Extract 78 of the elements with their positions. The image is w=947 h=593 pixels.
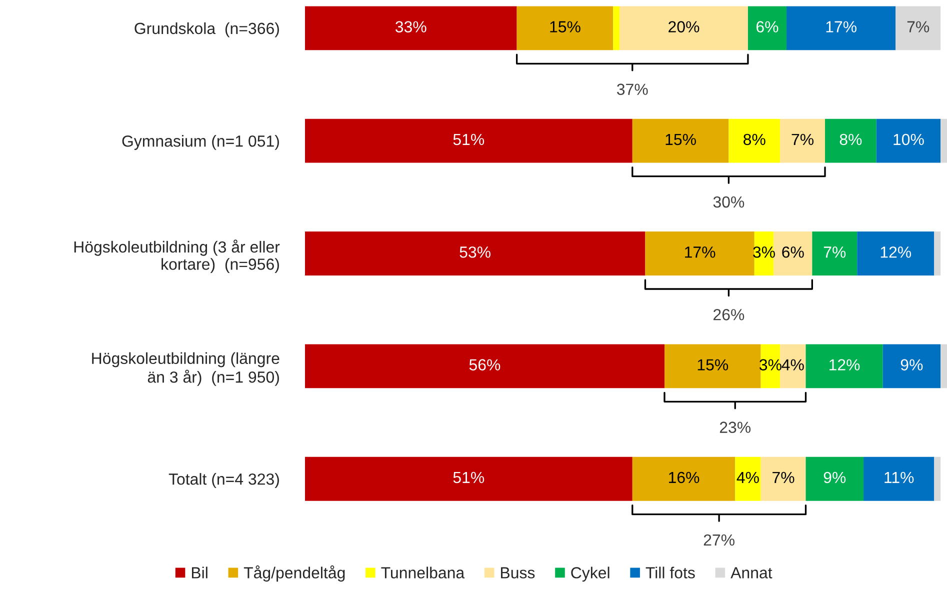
data-label: 8% [840,134,862,146]
bar [934,456,941,501]
data-label: 7% [824,246,846,258]
annotation: 23% [720,422,751,433]
data-label: 17% [826,21,856,32]
y-tick-label: Högskoleutbildning (längre än 3 år) (n=1 950) [92,352,280,386]
data-label: 6% [782,246,804,258]
data-label: 15% [550,21,580,32]
data-label: 7% [907,21,930,32]
bar [806,344,883,388]
bar [645,232,754,276]
data-label: 6% [756,21,778,32]
data-label: 15% [698,359,728,370]
data-label: 20% [668,21,700,32]
y-tick-label: Totalt (n=4 323) [168,473,279,488]
bar [940,118,947,163]
bar [882,344,941,388]
data-label: 12% [830,359,860,370]
bar [786,6,896,50]
bar [780,344,806,388]
data-label: 12% [880,246,912,258]
data-label: 4% [736,472,759,484]
bar [760,456,806,501]
legend-label: Buss [501,567,535,578]
bar [812,232,858,276]
bar [806,456,864,501]
legend-label: Tunnelbana [381,566,465,578]
data-label: 17% [685,246,716,258]
bar [876,118,941,163]
bar [304,6,517,50]
data-label: 56% [469,359,500,370]
data-label: 7% [772,472,794,484]
data-label: 51% [453,472,484,484]
annotation: 30% [713,196,744,208]
bar [613,6,620,50]
bar [304,456,632,501]
legend-label: Cykel [571,566,610,582]
y-tick-label: Grundskola (n=366) [134,22,279,38]
legend-label: Till fots [646,566,695,578]
data-label: 51% [453,134,484,146]
bar [825,118,876,163]
bar [728,118,780,163]
data-label: 9% [824,472,846,484]
y-tick-label: Gymnasium (n=1 051) [122,135,279,150]
bar [304,232,646,276]
bar [896,6,941,50]
legend-label: Tåg/pendeltåg [244,565,345,582]
data-label: 15% [666,134,696,146]
legend-label: Bil [192,566,208,578]
data-label: 7% [792,134,814,146]
bar [934,232,941,276]
data-label: 16% [668,472,700,484]
data-label: 9% [900,359,923,370]
bar [304,118,632,163]
data-label: 11% [884,472,914,484]
bar [748,6,786,50]
bar [664,344,761,388]
data-label: 53% [460,246,490,258]
data-label: 4% [782,359,804,370]
y-tick-label: Högskoleutbildning (3 år eller kortare) (n=956) [74,240,280,274]
bar [516,6,614,50]
bar [304,344,664,388]
bar [774,232,812,276]
bar [620,6,748,50]
bar [780,118,826,163]
bar [864,456,934,501]
annotation: 37% [617,84,648,95]
bar [632,118,729,163]
bar [857,232,934,276]
annotation: 26% [714,309,744,320]
bar [940,344,947,388]
data-label: 10% [894,134,924,146]
bar [735,456,761,501]
data-label: 8% [744,134,766,146]
legend-label: Annat [730,567,772,578]
data-label: 33% [396,21,426,32]
bar [632,456,736,501]
annotation: 27% [704,534,734,546]
